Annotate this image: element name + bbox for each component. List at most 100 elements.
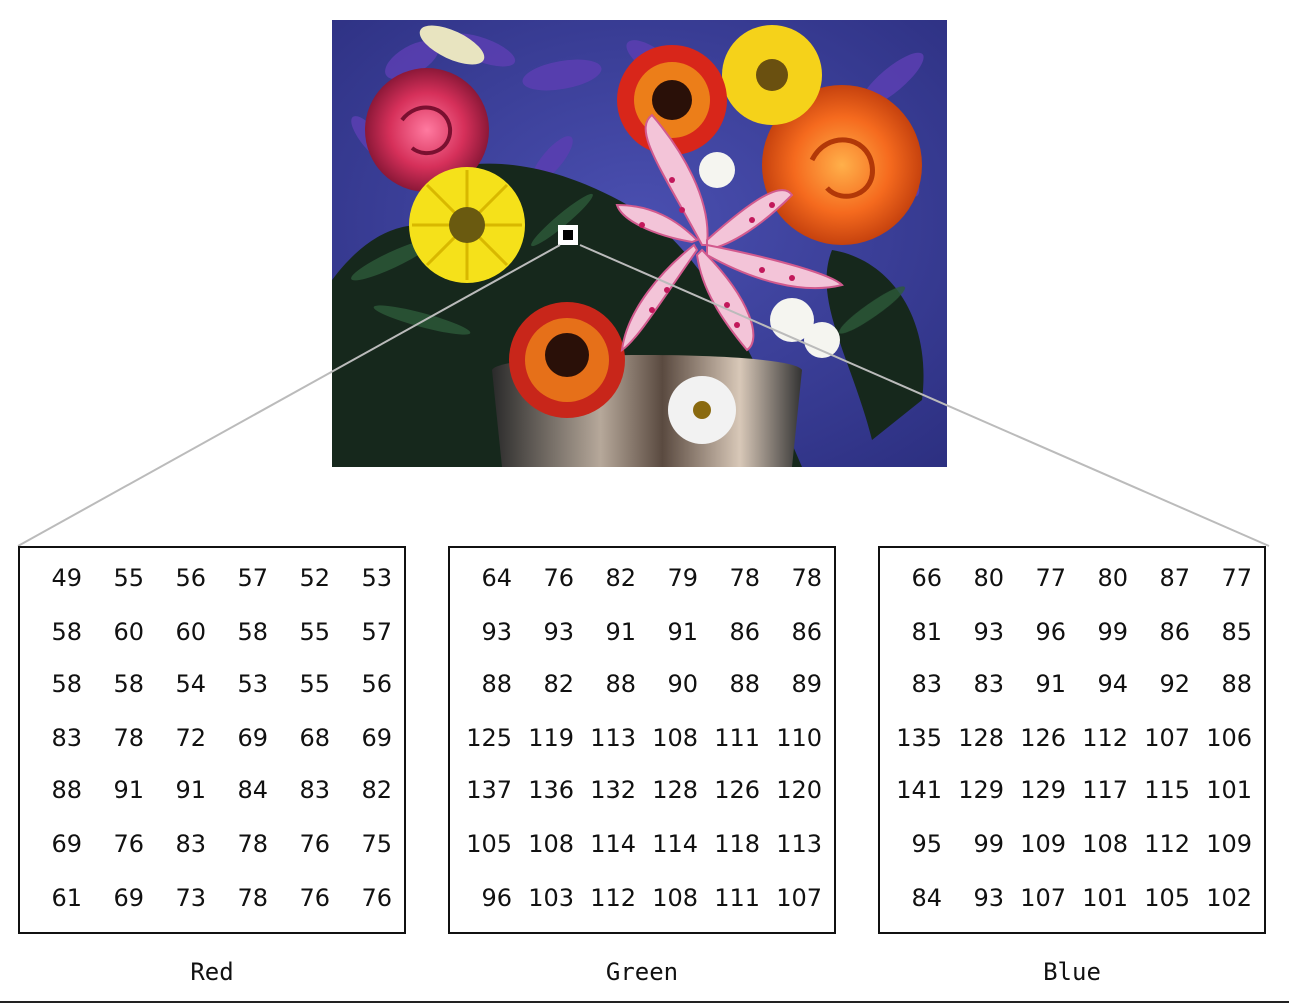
- blue-pixel-value: 91: [1035, 670, 1066, 698]
- blue-pixel-value: 66: [911, 564, 942, 592]
- red-pixel-value: 83: [51, 724, 82, 752]
- red-pixel-value: 69: [113, 884, 144, 912]
- blue-pixel-value: 106: [1206, 724, 1252, 752]
- red-gerbera-top: [617, 45, 727, 155]
- blue-pixel-value: 126: [1020, 724, 1066, 752]
- green-pixel-value: 88: [605, 670, 636, 698]
- blue-pixel-value: 109: [1206, 830, 1252, 858]
- red-pixel-value: 76: [361, 884, 392, 912]
- blue-pixel-value: 129: [958, 776, 1004, 804]
- red-pixel-value: 76: [113, 830, 144, 858]
- red-pixel-value: 61: [51, 884, 82, 912]
- blue-pixel-value: 112: [1144, 830, 1190, 858]
- red-pixel-value: 69: [361, 724, 392, 752]
- red-pixel-value: 53: [361, 564, 392, 592]
- orange-rose: [762, 85, 922, 245]
- green-pixel-value: 78: [791, 564, 822, 592]
- red-pixel-value: 53: [237, 670, 268, 698]
- green-pixel-value: 113: [590, 724, 636, 752]
- red-pixel-value: 60: [113, 618, 144, 646]
- red-pixel-value: 72: [175, 724, 206, 752]
- bottom-rule: [0, 1001, 1289, 1003]
- green-pixel-value: 118: [714, 830, 760, 858]
- green-pixel-value: 89: [791, 670, 822, 698]
- green-pixel-value: 111: [714, 724, 760, 752]
- blue-pixel-value: 108: [1082, 830, 1128, 858]
- blue-pixel-value: 101: [1082, 884, 1128, 912]
- green-pixel-value: 96: [481, 884, 512, 912]
- green-pixel-value: 86: [791, 618, 822, 646]
- green-pixel-value: 93: [543, 618, 574, 646]
- green-pixel-value: 112: [590, 884, 636, 912]
- green-pixel-value: 128: [652, 776, 698, 804]
- green-pixel-value: 119: [528, 724, 574, 752]
- green-pixel-value: 120: [776, 776, 822, 804]
- red-pixel-value: 78: [113, 724, 144, 752]
- green-pixel-value: 91: [667, 618, 698, 646]
- blue-pixel-value: 83: [911, 670, 942, 698]
- red-pixel-value: 58: [237, 618, 268, 646]
- blue-pixel-value: 84: [911, 884, 942, 912]
- green-pixel-value: 79: [667, 564, 698, 592]
- red-pixel-value: 57: [237, 564, 268, 592]
- flower-photo: [332, 20, 947, 467]
- red-pixel-value: 58: [51, 670, 82, 698]
- red-pixel-value: 55: [299, 618, 330, 646]
- red-pixel-value: 58: [51, 618, 82, 646]
- green-pixel-value: 136: [528, 776, 574, 804]
- blue-pixel-value: 129: [1020, 776, 1066, 804]
- red-pixel-value: 57: [361, 618, 392, 646]
- red-pixel-value: 82: [361, 776, 392, 804]
- blue-pixel-value: 92: [1159, 670, 1190, 698]
- red-caption: Red: [190, 958, 234, 986]
- blue-pixel-value: 95: [911, 830, 942, 858]
- blue-pixel-value: 112: [1082, 724, 1128, 752]
- red-pixel-value: 76: [299, 884, 330, 912]
- blue-pixel-value: 117: [1082, 776, 1128, 804]
- green-pixel-value: 88: [729, 670, 760, 698]
- red-pixel-value: 49: [51, 564, 82, 592]
- blue-pixel-value: 105: [1144, 884, 1190, 912]
- blue-pixel-value: 93: [973, 618, 1004, 646]
- blue-pixel-value: 83: [973, 670, 1004, 698]
- green-pixel-value: 105: [466, 830, 512, 858]
- green-pixel-value: 103: [528, 884, 574, 912]
- blue-pixel-value: 94: [1097, 670, 1128, 698]
- red-pixel-value: 88: [51, 776, 82, 804]
- red-pixel-value: 52: [299, 564, 330, 592]
- green-pixel-value: 111: [714, 884, 760, 912]
- blue-pixel-value: 77: [1035, 564, 1066, 592]
- blue-pixel-value: 80: [1097, 564, 1128, 592]
- blue-caption: Blue: [1043, 958, 1101, 986]
- red-pixel-value: 78: [237, 884, 268, 912]
- blue-pixel-value: 81: [911, 618, 942, 646]
- red-pixel-value: 91: [113, 776, 144, 804]
- blue-pixel-value: 87: [1159, 564, 1190, 592]
- green-pixel-value: 86: [729, 618, 760, 646]
- yellow-daisy-top: [722, 25, 822, 125]
- green-pixel-value: 88: [481, 670, 512, 698]
- green-pixel-value: 82: [543, 670, 574, 698]
- green-pixel-value: 108: [652, 884, 698, 912]
- green-caption: Green: [605, 958, 679, 986]
- blue-pixel-value: 107: [1144, 724, 1190, 752]
- blue-pixel-value: 101: [1206, 776, 1252, 804]
- blue-pixel-value: 85: [1221, 618, 1252, 646]
- red-pixel-value: 78: [237, 830, 268, 858]
- red-pixel-value: 55: [113, 564, 144, 592]
- red-pixel-value: 84: [237, 776, 268, 804]
- red-pixel-value: 75: [361, 830, 392, 858]
- green-pixel-value: 78: [729, 564, 760, 592]
- blue-pixel-value: 128: [958, 724, 1004, 752]
- green-pixel-value: 110: [776, 724, 822, 752]
- yellow-daisy-left: [409, 167, 525, 283]
- blue-pixel-value: 77: [1221, 564, 1252, 592]
- red-pixel-value: 55: [299, 670, 330, 698]
- blue-pixel-value: 135: [896, 724, 942, 752]
- green-pixel-value: 125: [466, 724, 512, 752]
- red-pixel-value: 56: [175, 564, 206, 592]
- green-pixel-value: 137: [466, 776, 512, 804]
- red-pixel-value: 69: [51, 830, 82, 858]
- red-channel-matrix: 49 55 56 57 52 53 58 60 60 58 55 57 58 58 54 53 55 56 83 78…: [18, 546, 406, 934]
- blue-pixel-value: 102: [1206, 884, 1252, 912]
